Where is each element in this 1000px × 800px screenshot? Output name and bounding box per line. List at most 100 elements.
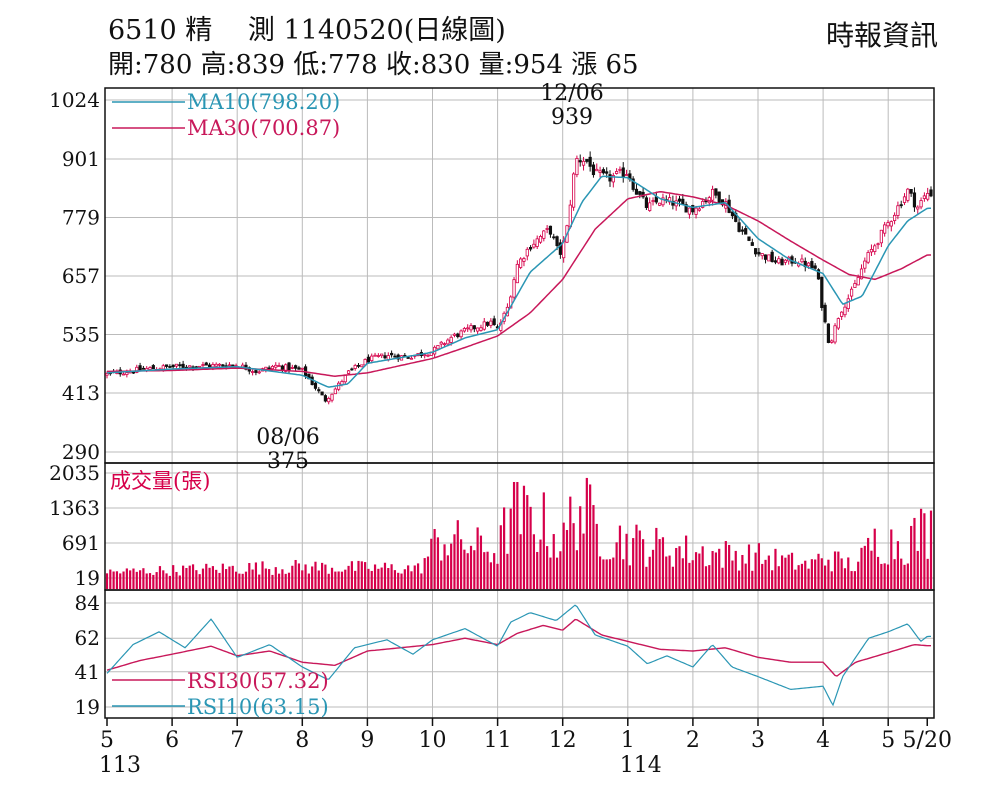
volume-bar: [400, 573, 403, 589]
candle-body: [201, 364, 205, 366]
x-tick-label: 7: [230, 728, 244, 753]
volume-bar: [883, 563, 886, 589]
volume-bar: [410, 571, 413, 589]
candle-body: [658, 202, 662, 206]
volume-bar: [489, 562, 492, 589]
volume-bar: [708, 565, 711, 589]
candle-body: [926, 192, 930, 200]
volume-bar: [440, 560, 443, 589]
volume-bar: [446, 555, 449, 589]
volume-bar: [281, 569, 284, 589]
volume-bar: [463, 549, 466, 589]
volume-bar: [496, 563, 499, 589]
candle-body: [677, 198, 682, 202]
volume-bar: [426, 556, 430, 589]
volume-bar: [734, 550, 737, 589]
volume-bar: [886, 564, 890, 589]
candle-body: [380, 353, 384, 357]
candle-body: [681, 198, 685, 205]
candle-body: [853, 283, 857, 288]
candle-body: [356, 364, 361, 367]
volume-bar: [605, 559, 608, 589]
candle-body: [257, 371, 261, 374]
candle-body: [548, 225, 553, 235]
volume-bar: [536, 551, 539, 589]
volume-bar: [327, 573, 330, 589]
volume-bar: [761, 563, 764, 589]
volume-bar: [589, 484, 592, 589]
volume-bar: [337, 571, 340, 589]
volume-bar: [618, 525, 622, 589]
ma10-legend-label: MA10(798.20): [187, 90, 340, 114]
candle-body: [763, 254, 768, 260]
chart-marks: [105, 101, 933, 707]
volume-bar: [314, 561, 317, 589]
volume-bar: [549, 557, 552, 589]
volume-bar: [724, 541, 727, 589]
volume-bar: [787, 554, 790, 589]
candle-body: [333, 388, 337, 395]
candle-body: [171, 364, 175, 368]
candle-body: [168, 366, 172, 368]
candle-body: [555, 236, 559, 246]
candle-body: [178, 364, 182, 367]
volume-bar: [403, 569, 406, 589]
volume-bar: [526, 495, 529, 589]
candle-body: [906, 188, 910, 201]
volume-bar: [493, 553, 496, 589]
grid-lines: [105, 88, 934, 726]
candle-body: [866, 252, 870, 263]
candle-body: [277, 365, 281, 367]
candle-body: [353, 364, 357, 369]
volume-bar: [777, 566, 780, 589]
candle-body: [485, 321, 490, 326]
candle-body: [542, 230, 546, 239]
rsi-y-tick-label: 62: [75, 626, 100, 650]
volume-bar: [721, 567, 724, 589]
volume-bar: [512, 481, 516, 589]
candle-body: [151, 365, 155, 370]
volume-bar: [152, 574, 155, 589]
candle-body: [492, 318, 496, 326]
candle-body: [188, 365, 192, 368]
volume-bar: [416, 563, 420, 589]
candle-body: [393, 355, 397, 358]
volume-bar: [728, 544, 731, 589]
volume-bar: [172, 565, 175, 589]
volume-bar: [469, 545, 473, 589]
candle-body: [767, 254, 771, 262]
volume-bar: [499, 525, 502, 589]
volume-bar: [145, 573, 148, 589]
price-y-tick-label: 779: [62, 205, 100, 229]
volume-bar: [843, 568, 847, 589]
candle-body: [330, 393, 334, 401]
volume-bar: [503, 507, 506, 589]
candle-body: [909, 189, 913, 194]
rsi10-legend-label: RSI10(63.15): [187, 695, 329, 719]
candle-body: [896, 205, 900, 216]
candle-body: [644, 197, 649, 208]
candle-body: [370, 355, 374, 362]
candle-body: [327, 398, 331, 403]
candle-body: [744, 228, 748, 235]
peak-date-annotation: 12/06: [540, 81, 603, 106]
x-tick-label: 5: [100, 728, 114, 753]
volume-bar: [115, 571, 119, 589]
candle-body: [198, 365, 202, 368]
volume-bar: [744, 563, 747, 589]
candle-body: [317, 389, 321, 392]
volume-bar: [195, 570, 198, 589]
candle-body: [267, 367, 271, 370]
candle-body: [366, 356, 371, 363]
volume-bar: [582, 533, 585, 589]
volume-bar: [301, 570, 304, 589]
volume-bar: [234, 571, 238, 589]
candle-body: [810, 261, 814, 269]
candle-body: [442, 343, 447, 346]
candle-body: [780, 258, 784, 266]
volume-bar: [857, 561, 860, 589]
candle-body: [578, 160, 582, 163]
candle-body: [830, 340, 834, 343]
volume-bar: [340, 571, 344, 589]
volume-bar: [867, 537, 870, 589]
